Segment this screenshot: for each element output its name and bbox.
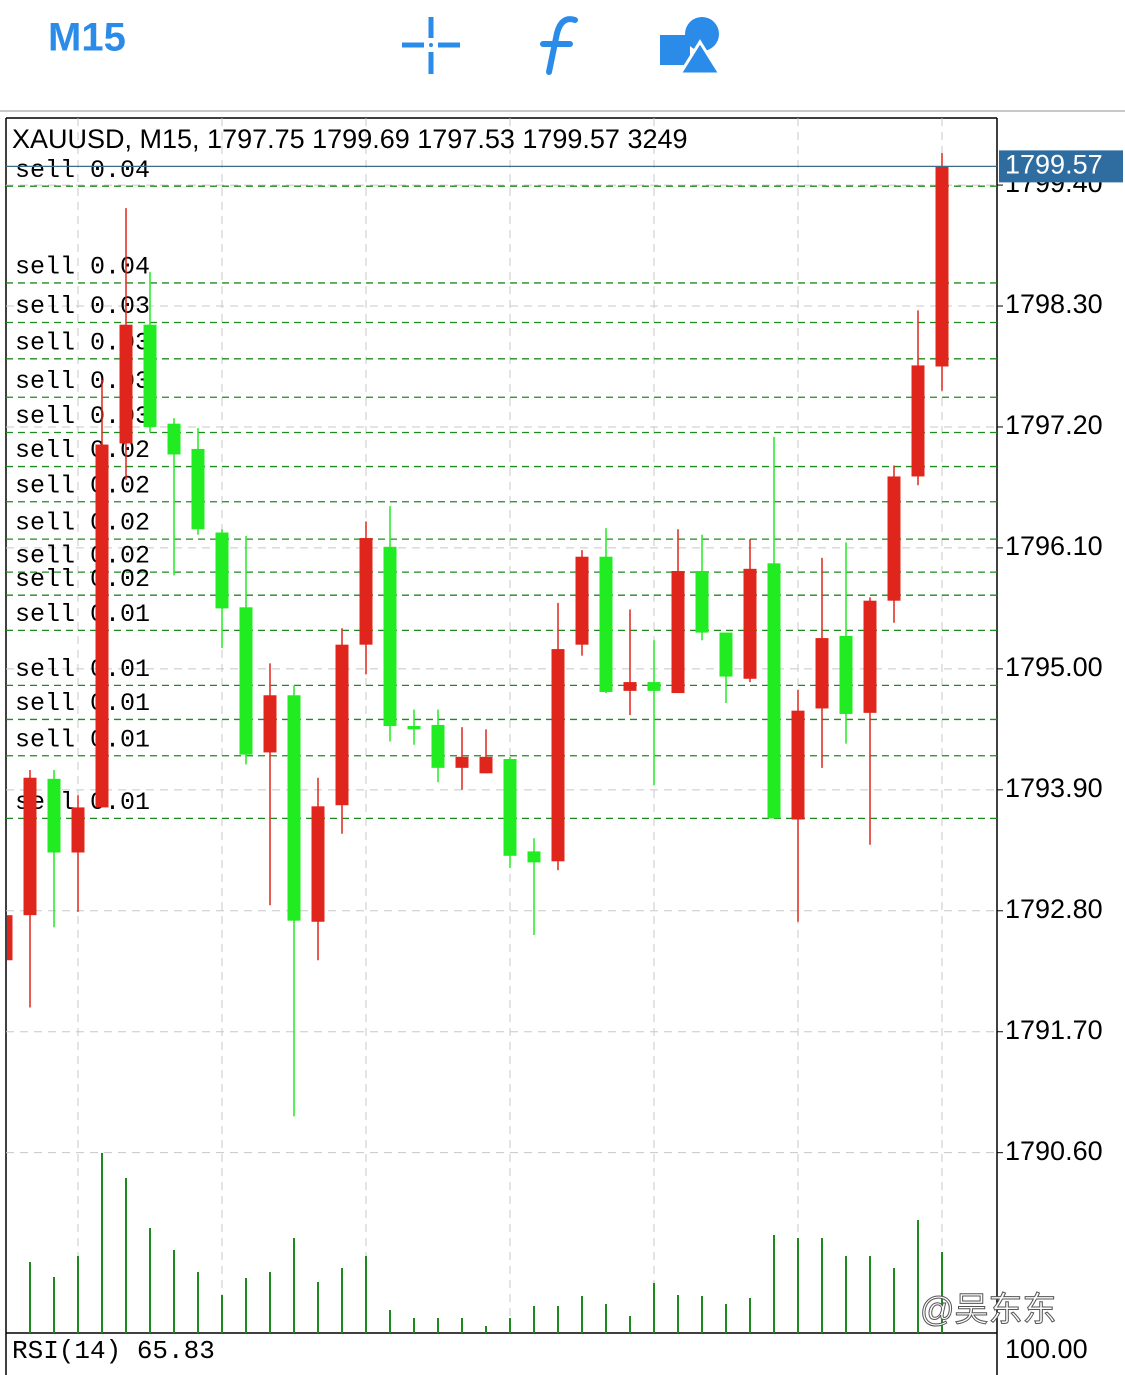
candle-body	[71, 807, 85, 853]
price-axis: 1799.401798.301797.201796.101795.001793.…	[6, 150, 1123, 1364]
candle-body	[191, 448, 205, 530]
candle-body	[215, 532, 229, 609]
candle-body	[575, 556, 589, 645]
y-tick-label: 1796.10	[1005, 531, 1103, 561]
candle-body	[7, 915, 13, 961]
candle-body	[47, 778, 61, 853]
y-tick-label: 1792.80	[1005, 894, 1103, 924]
candle-body	[455, 756, 469, 768]
candle-body	[167, 423, 181, 455]
candle-body	[743, 568, 757, 679]
candle-body	[407, 726, 421, 730]
watermark: @吴东东	[920, 1291, 1057, 1329]
crosshair-icon[interactable]	[402, 17, 460, 74]
indicator-icon[interactable]	[540, 16, 578, 75]
y-tick-label: 1797.20	[1005, 410, 1103, 440]
candle-body	[551, 649, 565, 862]
current-price-box	[999, 150, 1123, 183]
candle-body	[815, 638, 829, 709]
candle-body	[887, 476, 901, 601]
info-line: XAUUSD, M15, 1797.75 1799.69 1797.53 179…	[12, 124, 688, 154]
candle-body	[671, 571, 685, 694]
order-label: sell 0.02	[15, 509, 150, 538]
current-price-label: 1799.57	[1005, 150, 1103, 180]
candle-body	[143, 324, 157, 427]
candle-body	[431, 724, 445, 768]
candle-body	[863, 600, 877, 713]
y-tick-label: 1793.90	[1005, 773, 1103, 803]
order-label: sell 0.01	[15, 655, 150, 684]
candle-body	[23, 777, 37, 916]
candle-body	[695, 571, 709, 633]
order-label: sell 0.01	[15, 689, 150, 718]
order-label: sell 0.02	[15, 542, 150, 571]
candle-body	[359, 538, 373, 645]
candle-body	[599, 556, 613, 692]
candle-body	[383, 546, 397, 727]
candle-body	[719, 632, 733, 677]
order-label: sell 0.01	[15, 600, 150, 629]
candles	[7, 153, 949, 1117]
candle-body	[767, 563, 781, 819]
candle-body	[503, 759, 517, 856]
order-label: sell 0.01	[15, 725, 150, 754]
grid	[6, 118, 997, 1333]
candle-body	[911, 365, 925, 477]
toolbar: M15	[0, 0, 1125, 112]
order-label: sell 0.04	[15, 253, 150, 282]
candle-body	[647, 682, 661, 691]
candle-body	[239, 607, 253, 755]
y-tick-label: 1790.60	[1005, 1136, 1103, 1166]
candle-body	[287, 695, 301, 921]
order-label: sell 0.03	[15, 292, 150, 321]
order-label: sell 0.02	[15, 565, 150, 594]
candle-body	[95, 444, 109, 808]
candle-body	[263, 695, 277, 753]
order-label: sell 0.04	[15, 156, 150, 185]
objects-icon[interactable]	[660, 17, 723, 76]
order-label: sell 0.02	[15, 471, 150, 500]
candle-body	[935, 166, 949, 367]
candle-body	[623, 682, 637, 691]
candle-body	[527, 851, 541, 863]
volumes	[29, 1153, 943, 1333]
candle-body	[791, 710, 805, 820]
candle-body	[119, 324, 133, 444]
y-tick-label: 1798.30	[1005, 289, 1103, 319]
candle-body	[335, 644, 349, 806]
timeframe-button[interactable]: M15	[48, 16, 126, 60]
y-tick-label: 1795.00	[1005, 652, 1103, 682]
candle-body	[839, 635, 853, 714]
toolbar-bg	[0, 0, 1125, 111]
y-tick-label: 1791.70	[1005, 1015, 1103, 1045]
candle-body	[479, 756, 493, 774]
rsi-label: RSI(14) 65.83	[12, 1336, 215, 1366]
rsi-tick-label: 100.00	[1005, 1334, 1088, 1364]
candle-body	[311, 806, 325, 922]
